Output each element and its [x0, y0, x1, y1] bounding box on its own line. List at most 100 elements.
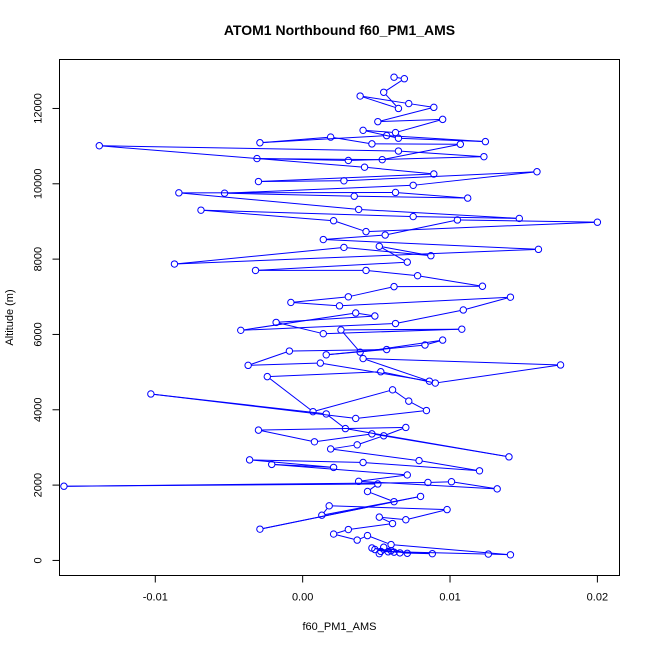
data-point [390, 73, 398, 81]
data-point [416, 492, 425, 501]
data-point [374, 480, 382, 488]
y-tick-label: 0 [33, 557, 45, 563]
data-point [344, 293, 353, 301]
series-segment [466, 297, 508, 310]
series-segment [270, 371, 378, 377]
series-segment [381, 247, 405, 261]
series-segment [252, 459, 331, 468]
series-segment [401, 150, 481, 157]
series-segment [394, 544, 508, 556]
series-segment [361, 481, 494, 490]
x-tick-label: 0.02 [587, 592, 608, 604]
data-point [237, 326, 245, 335]
series-segment [358, 410, 424, 419]
x-tick-label: -0.01 [143, 592, 168, 604]
data-point [515, 214, 523, 223]
y-tick-label: 2000 [33, 473, 45, 497]
series-segment [326, 234, 382, 240]
data-point [356, 92, 364, 100]
series-segment [317, 433, 369, 442]
series-segment [460, 219, 595, 223]
chart-title: ATOM1 Northbound f60_PM1_AMS [224, 22, 455, 38]
data-point [402, 423, 410, 432]
series-segment [177, 248, 536, 265]
data-point [170, 260, 179, 268]
data-point [316, 359, 325, 367]
data-point [534, 245, 543, 254]
series-segment [316, 390, 390, 412]
data-point [388, 386, 397, 394]
data-point [556, 361, 565, 369]
y-tick-label: 6000 [33, 322, 45, 346]
data-point [506, 293, 515, 301]
data-point [391, 128, 400, 137]
series-segment [102, 145, 396, 152]
series-segment [261, 180, 341, 183]
series-segment [251, 351, 287, 365]
data-point [335, 302, 344, 310]
data-point [394, 134, 403, 142]
series-segment [326, 239, 536, 250]
data-point [329, 463, 338, 472]
series-segment [381, 119, 440, 123]
data-point [356, 348, 364, 356]
series-segment [370, 492, 392, 501]
data-point [344, 525, 353, 534]
data-point [388, 519, 397, 528]
data-point [409, 181, 417, 189]
data-point [272, 318, 280, 327]
data-point [382, 345, 391, 354]
data-point [394, 147, 403, 155]
data-point [447, 478, 456, 486]
data-point [220, 189, 229, 197]
series-segment [366, 130, 393, 133]
data-point [506, 551, 515, 559]
data-point [375, 513, 383, 521]
data-point [322, 410, 330, 418]
data-point [405, 99, 413, 108]
data-point [359, 354, 367, 363]
data-point [326, 445, 335, 453]
data-point [353, 441, 361, 449]
data-point [359, 458, 367, 467]
data-point [254, 177, 263, 186]
series-segment [251, 362, 318, 366]
data-point [251, 266, 260, 275]
data-point [368, 544, 376, 552]
data-point [380, 88, 388, 96]
series-segment [204, 209, 331, 221]
series-point-group [60, 73, 602, 559]
data-point [350, 192, 358, 200]
series-segment [361, 209, 517, 219]
series-segment [333, 448, 416, 461]
data-point [256, 139, 264, 147]
data-point [403, 549, 411, 557]
series-segment [358, 312, 372, 316]
data-point [464, 194, 472, 202]
series-segment [394, 391, 407, 400]
data-point [377, 368, 385, 376]
series-segment [326, 328, 459, 335]
data-point [309, 407, 317, 416]
series-segment [294, 302, 337, 307]
y-tick-label: 12000 [33, 93, 45, 124]
series-segment [351, 286, 391, 297]
series-segment [243, 312, 353, 331]
data-point [391, 319, 400, 328]
data-point [285, 347, 294, 355]
series-segment [244, 323, 393, 331]
series-segment [269, 378, 311, 411]
data-point [329, 217, 338, 225]
series-segment [431, 481, 449, 483]
series-segment [366, 462, 477, 472]
series-segment [382, 518, 390, 523]
data-point [360, 163, 369, 171]
series-segment [258, 261, 405, 271]
data-point [359, 126, 367, 135]
data-point [368, 140, 376, 148]
data-point [341, 424, 350, 433]
data-point [363, 487, 372, 496]
data-point [453, 216, 462, 224]
series-segment [332, 505, 444, 510]
